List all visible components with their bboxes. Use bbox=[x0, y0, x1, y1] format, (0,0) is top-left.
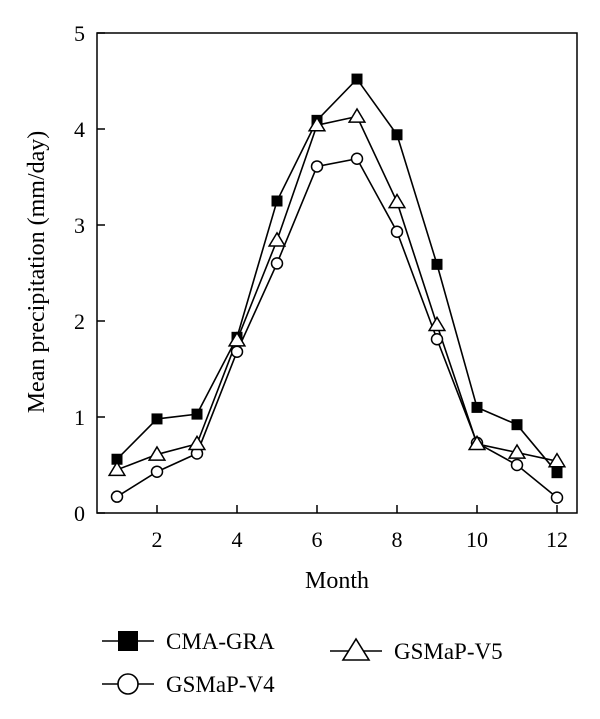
data-point-gsmap-v5 bbox=[467, 434, 487, 451]
legend-label: CMA-GRA bbox=[166, 629, 275, 654]
x-tick-label: 10 bbox=[466, 527, 488, 552]
data-point-gsmap-v4 bbox=[310, 160, 324, 173]
data-point-gsmap-v5 bbox=[107, 460, 127, 477]
data-point-gsmap-v5 bbox=[187, 434, 207, 451]
x-tick-label: 4 bbox=[232, 527, 243, 552]
legend-label: GSMaP-V4 bbox=[166, 672, 275, 697]
data-point-cma-gra bbox=[551, 467, 563, 479]
data-point-gsmap-v4 bbox=[430, 332, 444, 346]
data-point-gsmap-v4 bbox=[390, 225, 404, 238]
data-point-gsmap-v4 bbox=[550, 491, 564, 504]
legend-marker bbox=[117, 673, 139, 695]
data-point-gsmap-v5 bbox=[387, 193, 407, 209]
data-point-cma-gra bbox=[191, 408, 203, 420]
y-tick-label: 4 bbox=[74, 117, 85, 142]
data-point-gsmap-v5 bbox=[227, 331, 247, 347]
data-point-gsmap-v4 bbox=[350, 152, 364, 166]
plot-area bbox=[107, 73, 567, 504]
x-tick-label: 8 bbox=[392, 527, 403, 552]
legend: CMA-GRA GSMaP-V4 GSMaP-V5 bbox=[102, 629, 503, 697]
data-point-gsmap-v4 bbox=[150, 465, 164, 478]
legend-label: GSMaP-V5 bbox=[394, 639, 503, 664]
data-point-cma-gra bbox=[271, 195, 283, 207]
legend-marker bbox=[341, 637, 371, 661]
data-point-cma-gra bbox=[151, 413, 163, 425]
y-tick-label: 2 bbox=[74, 309, 85, 334]
data-point-cma-gra bbox=[471, 401, 483, 413]
x-tick-label: 6 bbox=[312, 527, 323, 552]
data-point-cma-gra bbox=[391, 129, 403, 141]
data-point-gsmap-v4 bbox=[510, 458, 524, 472]
data-point-cma-gra bbox=[511, 419, 523, 431]
data-point-gsmap-v5 bbox=[347, 107, 367, 123]
series-line-gsmap-v5 bbox=[116, 115, 558, 471]
y-tick-label: 1 bbox=[74, 405, 85, 430]
legend-entry: CMA-GRA bbox=[102, 629, 275, 654]
plot-frame bbox=[96, 32, 578, 514]
legend-marker bbox=[118, 631, 138, 651]
data-point-gsmap-v5 bbox=[267, 231, 287, 247]
legend-entry: GSMaP-V4 bbox=[102, 672, 275, 697]
data-point-gsmap-v5 bbox=[507, 443, 527, 459]
x-tick-label: 2 bbox=[152, 527, 163, 552]
data-point-gsmap-v4 bbox=[270, 257, 284, 270]
x-axis-label: Month bbox=[305, 568, 369, 594]
data-point-gsmap-v5 bbox=[547, 452, 567, 468]
x-tick-label: 12 bbox=[546, 527, 568, 552]
y-tick-label: 0 bbox=[74, 501, 85, 526]
y-tick-label: 5 bbox=[74, 21, 85, 46]
y-tick-label: 3 bbox=[74, 213, 85, 238]
data-point-gsmap-v4 bbox=[110, 490, 124, 503]
series-line-cma-gra bbox=[116, 77, 558, 474]
legend-entry: GSMaP-V5 bbox=[330, 637, 503, 664]
data-point-cma-gra bbox=[351, 73, 363, 85]
axes: Mean precipitation (mm/day) Month 012345… bbox=[24, 21, 578, 594]
data-point-cma-gra bbox=[431, 258, 443, 270]
y-axis-label: Mean precipitation (mm/day) bbox=[24, 131, 50, 414]
data-point-gsmap-v5 bbox=[307, 116, 327, 132]
data-point-gsmap-v5 bbox=[147, 445, 167, 461]
data-point-gsmap-v5 bbox=[427, 315, 447, 332]
data-point-gsmap-v4 bbox=[230, 345, 244, 358]
